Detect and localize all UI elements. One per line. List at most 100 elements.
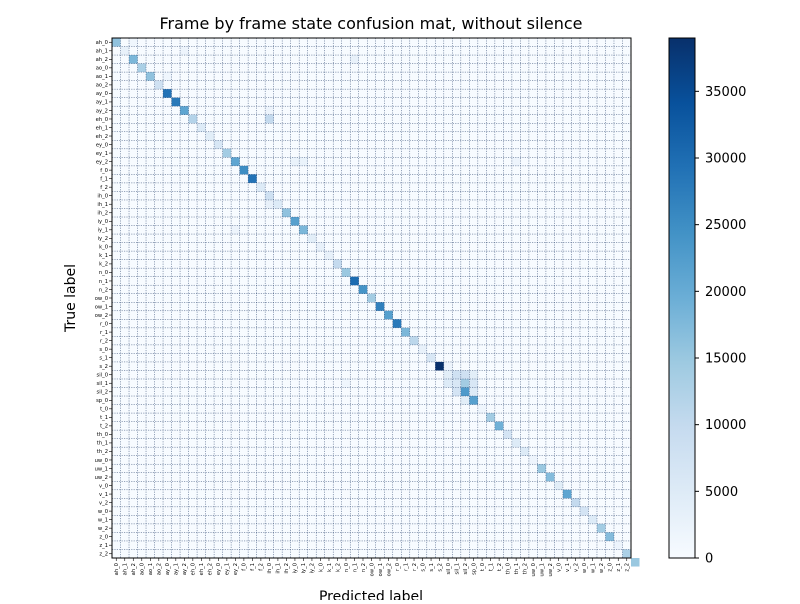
- heatmap-cell-iy_1-iy_1: [299, 225, 308, 235]
- y-tick-label-uw_1: uw_1: [95, 466, 108, 472]
- heatmap-cell-t_1-t_1: [486, 413, 495, 422]
- x-tick-label-ow_0: ow_0: [369, 563, 375, 576]
- heatmap-cell-ey_2-ey_2: [231, 157, 240, 166]
- y-tick-label-r_2: r_2: [100, 338, 108, 344]
- heatmap-cell-eh_1-eh_1: [197, 123, 206, 132]
- y-tick-label-f_2: f_2: [100, 185, 108, 191]
- x-tick-label-th_0: th_0: [505, 563, 511, 574]
- x-tick-label-ah_0: ah_0: [114, 563, 120, 575]
- y-tick-label-iy_1: iy_1: [98, 228, 108, 234]
- heatmap-cell-ow_1-ow_1: [375, 302, 385, 311]
- y-tick-label-th_0: th_0: [97, 432, 108, 438]
- x-tick-label-v_0: v_0: [556, 563, 562, 572]
- x-tick-label-r_0: r_0: [395, 563, 401, 571]
- colorbar-tick-label-30000: 30000: [705, 152, 746, 167]
- heatmap-cell-ao_1-ay_0: [163, 72, 172, 81]
- heatmap-cell-s_1-s_1: [426, 353, 436, 362]
- heatmap-cell-ow_0-ow_0: [367, 293, 376, 303]
- x-tick-label-v_1: v_1: [565, 563, 571, 572]
- heatmap-cell-th_0-th_0: [503, 430, 512, 439]
- colorbar-tick-label-15000: 15000: [705, 352, 746, 367]
- y-tick-label-sil_2: sil_2: [97, 390, 108, 396]
- heatmap-cell-n_2-n_2: [358, 285, 368, 294]
- y-tick-label-f_1: f_1: [100, 176, 108, 182]
- heatmap-cell-iy_2-iy_2: [307, 234, 317, 243]
- x-tick-label-z_0: z_0: [608, 563, 614, 572]
- y-tick-label-ih_2: ih_2: [97, 211, 108, 217]
- x-tick-label-k_2: k_2: [335, 563, 341, 572]
- heatmap-cell-ay_2-ih_0: [265, 106, 274, 115]
- y-axis-label: True label: [63, 264, 79, 333]
- heatmap-cells: [112, 38, 640, 567]
- x-tick-label-k_0: k_0: [318, 563, 324, 572]
- y-tick-label-eh_2: eh_2: [96, 134, 108, 140]
- heatmap-cell-k_1-k_1: [324, 251, 334, 260]
- heatmap-cell-ih_2-ih_2: [282, 208, 291, 218]
- heatmap-cell-sil_2-sil_1: [452, 387, 461, 397]
- y-tick-label-v_0: v_0: [99, 483, 108, 489]
- y-tick-label-ay_0: ay_0: [96, 91, 108, 97]
- heatmap-cell-t_0-t_0: [477, 404, 487, 414]
- heatmap-cell-w_1-w_1: [588, 515, 597, 524]
- y-tick-label-k_2: k_2: [99, 262, 108, 268]
- y-tick-label-iy_0: iy_0: [98, 219, 108, 225]
- y-tick-label-ao_0: ao_0: [96, 66, 108, 72]
- y-tick-label-t_0: t_0: [100, 407, 108, 413]
- heatmap-cell-t_2-t_2: [494, 421, 504, 431]
- x-tick-label-n_1: n_1: [352, 563, 358, 572]
- x-tick-label-uw_2: uw_2: [548, 563, 554, 576]
- y-tick-label-sil_1: sil_1: [97, 381, 108, 387]
- heatmap-cell-ey_2-th_1: [511, 157, 521, 166]
- y-tick-label-n_1: n_1: [99, 279, 108, 285]
- heatmap-cell-sil_0-sp_0: [469, 370, 478, 379]
- y-tick-label-r_1: r_1: [100, 330, 108, 336]
- y-tick-label-z_0: z_0: [99, 534, 108, 540]
- heatmap-cell-n_1-n_1: [350, 276, 359, 286]
- heatmap-cell-ao_0-ao_0: [137, 63, 147, 73]
- x-tick-label-sil_1: sil_1: [454, 563, 460, 574]
- heatmap-cell-eh_0-ih_0: [265, 114, 274, 124]
- heatmap-cell-v_1-v_1: [562, 489, 572, 499]
- y-tick-label-ah_0: ah_0: [96, 40, 108, 46]
- x-tick-label-t_0: t_0: [480, 563, 486, 571]
- y-tick-label-ey_0: ey_0: [96, 142, 108, 148]
- y-tick-label-k_0: k_0: [99, 245, 108, 251]
- heatmap-cell-sil_2-sp_0: [469, 387, 478, 397]
- heatmap-cell-sil_2-sil_2: [460, 387, 470, 397]
- heatmap-cell-sp_0-sp_0: [469, 396, 478, 405]
- y-tick-label-ay_2: ay_2: [96, 108, 108, 114]
- heatmap-cell-z_2-z_2: [622, 549, 631, 558]
- x-tick-label-ow_2: ow_2: [386, 563, 392, 576]
- x-tick-label-n_0: n_0: [344, 563, 350, 572]
- colorbar-tick-label-5000: 5000: [705, 485, 738, 500]
- y-tick-label-ih_1: ih_1: [97, 202, 108, 208]
- x-tick-label-iy_0: iy_0: [293, 563, 299, 573]
- x-tick-label-w_2: w_2: [599, 563, 605, 573]
- heatmap-cell-v_2-v_2: [571, 498, 580, 507]
- heatmap-cell-ah_1-ay_2: [180, 46, 189, 56]
- heatmap-cell-ah_0-ah_2: [129, 38, 138, 47]
- y-tick-label-t_1: t_1: [100, 415, 108, 421]
- heatmap-cell-sil_0-sil_2: [460, 370, 470, 379]
- x-tick-label-eh_2: eh_2: [208, 563, 214, 575]
- x-tick-label-ay_0: ay_0: [165, 563, 171, 575]
- heatmap-cell-uw_1-uw_1: [537, 464, 546, 473]
- x-tick-label-z_1: z_1: [616, 563, 622, 572]
- y-tick-label-ey_1: ey_1: [96, 151, 108, 157]
- y-tick-label-sil_0: sil_0: [97, 373, 108, 379]
- x-tick-label-ow_1: ow_1: [378, 563, 384, 576]
- y-tick-label-n_2: n_2: [99, 287, 108, 293]
- x-tick-label-s_1: s_1: [429, 563, 435, 572]
- heatmap-cell-ey_0-ey_0: [214, 140, 223, 149]
- heatmap-cell-v_0-v_0: [554, 481, 563, 490]
- x-tick-label-f_2: f_2: [259, 563, 265, 571]
- y-tick-label-eh_0: eh_0: [96, 117, 108, 123]
- x-tick-label-ey_0: ey_0: [216, 563, 222, 575]
- x-tick-label-t_1: t_1: [488, 563, 494, 571]
- heatmap-cell-th_2-th_2: [520, 447, 529, 456]
- x-tick-label-ey_1: ey_1: [225, 563, 231, 575]
- x-tick-label-sil_0: sil_0: [446, 563, 452, 574]
- x-tick-label-r_2: r_2: [412, 563, 418, 571]
- heatmap-cell-th_1-th_1: [511, 438, 521, 448]
- heatmap-cell-undefined-undefined: [631, 558, 640, 567]
